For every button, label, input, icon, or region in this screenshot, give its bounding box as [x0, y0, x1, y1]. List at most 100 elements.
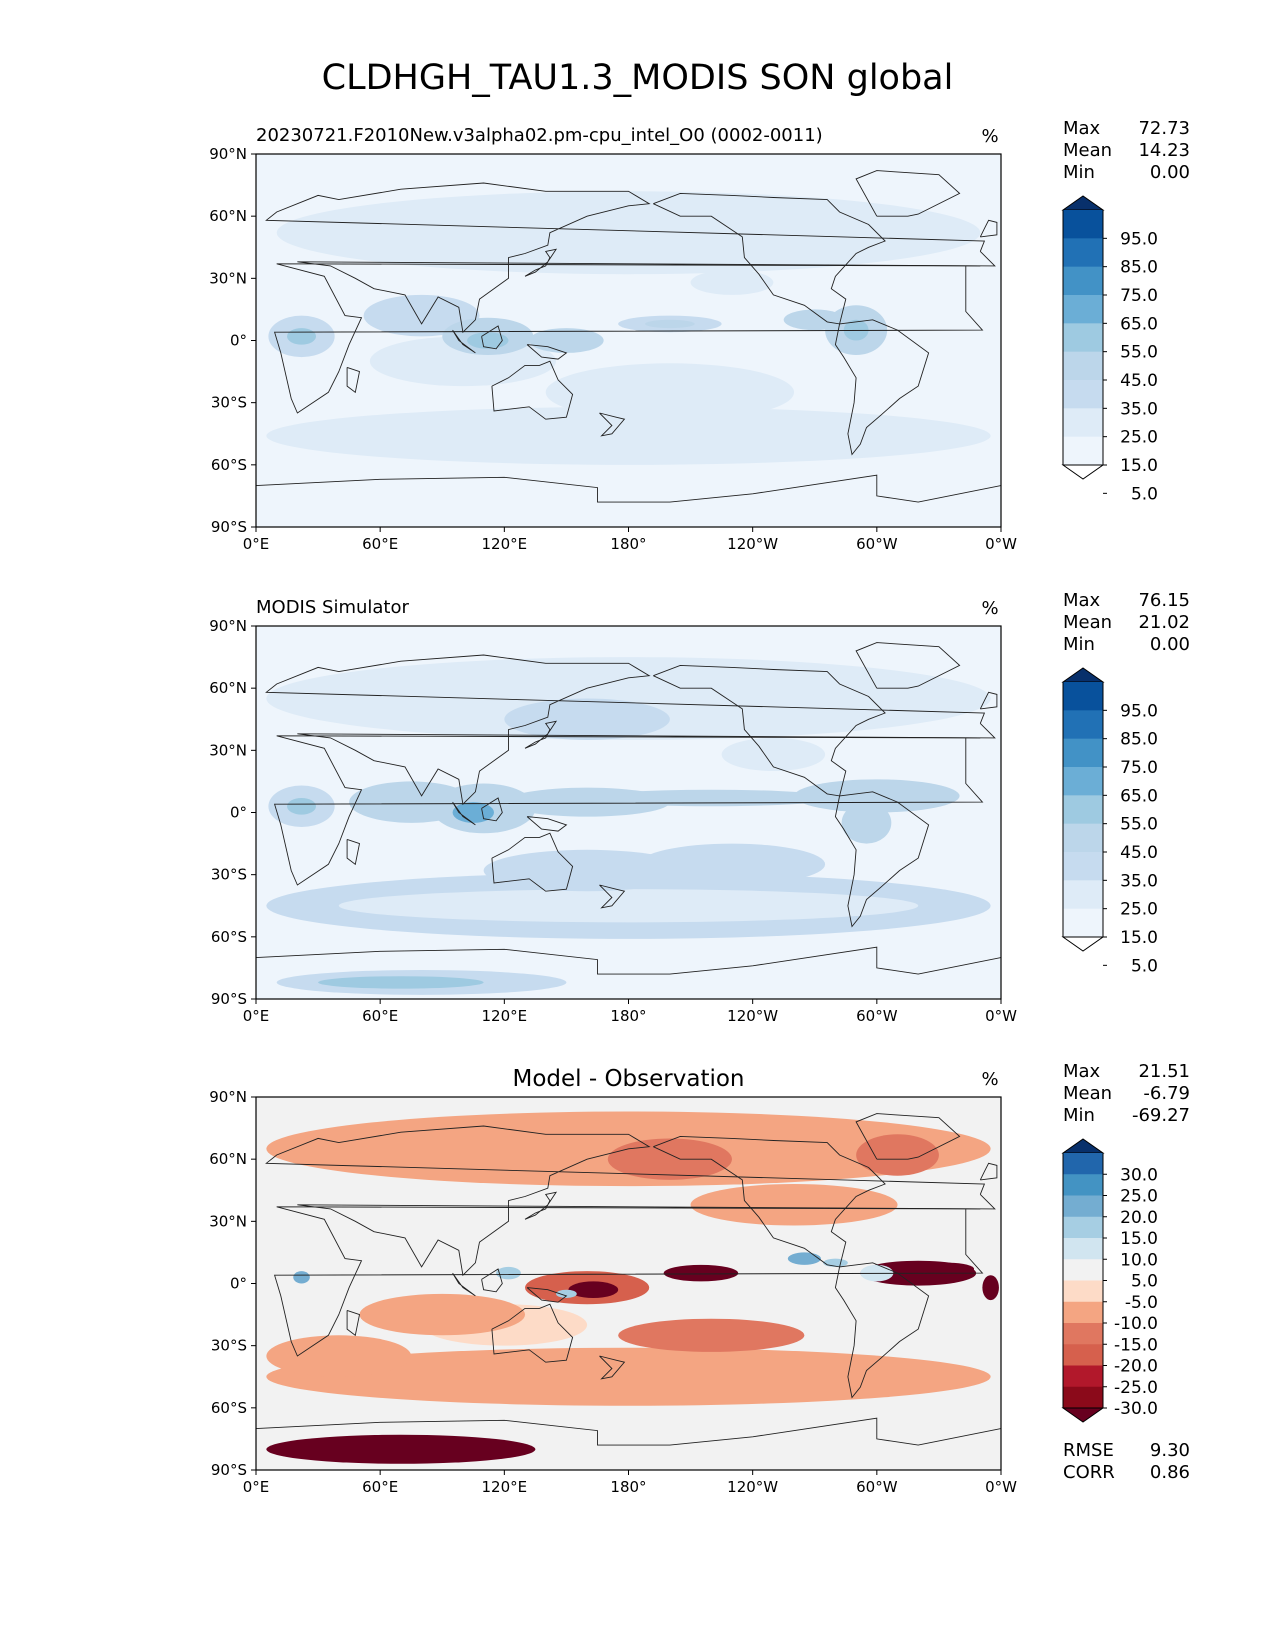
y-tick-label: 60°S — [211, 1399, 247, 1417]
colorbar-top-extend — [1061, 667, 1105, 683]
coastline — [452, 329, 476, 354]
x-tick-label: 60°E — [362, 1478, 398, 1496]
colorbar-label: 35.0 — [1120, 399, 1158, 419]
coastline — [481, 325, 503, 350]
colorbar-label: 95.0 — [1120, 229, 1158, 249]
coastline — [452, 801, 476, 826]
x-tick-label: 60°W — [856, 535, 898, 553]
field-blob — [982, 1275, 999, 1301]
coastline — [979, 691, 998, 710]
y-tick-label: 90°S — [211, 990, 247, 1008]
colorbar: 30.025.020.015.010.05.0-5.0-10.0-15.0-20… — [1061, 1138, 1158, 1423]
field-blob — [645, 319, 695, 329]
stat-value: 72.73 — [1138, 118, 1190, 139]
coastline — [452, 1272, 476, 1297]
stat-label: Mean — [1063, 1083, 1112, 1104]
panel-title: Model - Observation — [512, 1066, 744, 1092]
y-tick-label: 0° — [230, 332, 247, 350]
stat-value: 21.02 — [1138, 612, 1190, 633]
coastline — [256, 474, 1001, 503]
coastlines — [256, 642, 1001, 975]
coastline — [979, 219, 998, 238]
coastline — [265, 182, 996, 334]
x-tick-label: 120°E — [482, 1478, 528, 1496]
colorbar-bottom-extend — [1061, 1407, 1105, 1423]
field-blob — [587, 789, 836, 807]
colorbar-label: 5.0 — [1131, 484, 1158, 504]
colorbar-outline — [1062, 682, 1104, 937]
stat-label: CORR — [1063, 1462, 1115, 1483]
colorbar: 95.0 85.0 75.0 65.0 55.0 45.0 35.0 25.0 15.0 5.0 — [1061, 667, 1158, 976]
colorbar-segment — [1063, 408, 1103, 438]
coastline — [524, 720, 558, 749]
field-blob — [483, 849, 691, 892]
field-blob — [359, 1293, 526, 1336]
coastline — [481, 797, 503, 822]
coastline — [524, 1191, 558, 1220]
colorbar-segment — [1063, 1323, 1103, 1345]
field-blob — [856, 1134, 939, 1176]
stat-label: Min — [1063, 634, 1095, 655]
stat-label: RMSE — [1063, 1440, 1114, 1461]
x-tick-label: 0°E — [243, 1007, 270, 1025]
colorbar-segment — [1063, 852, 1103, 881]
colorbar-segment — [1063, 238, 1103, 268]
colorbar-label: 55.0 — [1120, 815, 1158, 835]
field-blob — [287, 328, 317, 345]
y-tick-label: 30°N — [209, 269, 247, 287]
field-blob — [318, 976, 484, 989]
field-blob — [467, 332, 509, 349]
x-tick-label: 60°W — [856, 1007, 898, 1025]
coastline — [653, 1135, 886, 1268]
y-tick-label: 90°N — [209, 617, 247, 635]
coastline — [526, 344, 568, 360]
colorbar-label: 25.0 — [1120, 900, 1158, 920]
colorbar-label: 5.0 — [1131, 1272, 1158, 1292]
stat-label: Mean — [1063, 612, 1112, 633]
colorbar-segment — [1063, 1153, 1103, 1175]
colorbar-segment — [1063, 1280, 1103, 1303]
stat-value: -6.79 — [1143, 1083, 1190, 1104]
stat-value: 9.30 — [1150, 1440, 1190, 1461]
stat-value: 76.15 — [1138, 590, 1190, 611]
field-blob — [266, 1335, 412, 1377]
x-tick-label: 120°E — [482, 1007, 528, 1025]
x-tick-label: 0°W — [985, 1478, 1017, 1496]
colorbar-label: -15.0 — [1114, 1335, 1158, 1355]
colorbar-label: 15.0 — [1120, 456, 1158, 476]
coastline — [599, 884, 626, 909]
field-blob — [618, 1318, 805, 1352]
field-difference — [256, 1097, 1001, 1470]
x-tick-label: 120°E — [482, 535, 528, 553]
colorbar-segment — [1063, 266, 1103, 296]
coastline — [256, 1417, 1001, 1446]
coastline — [346, 838, 361, 866]
y-tick-label: 30°N — [209, 741, 247, 759]
colorbar-label: 25.0 — [1120, 428, 1158, 448]
y-tick-label: 90°S — [211, 1461, 247, 1479]
x-tick-label: 180° — [610, 535, 646, 553]
coastline — [855, 1113, 961, 1160]
coastline — [979, 1162, 998, 1181]
x-tick-label: 120°W — [727, 535, 778, 553]
units-label: % — [981, 1069, 998, 1090]
coastline — [265, 654, 996, 806]
coastline — [491, 360, 574, 420]
coastline — [855, 170, 961, 217]
y-tick-label: 30°S — [211, 1337, 247, 1355]
coastline — [346, 366, 361, 394]
field-blob — [266, 1434, 536, 1464]
colorbar-label: 20.0 — [1120, 1208, 1158, 1228]
colorbar-segment — [1063, 1386, 1103, 1409]
coastline — [653, 664, 886, 797]
coastline — [526, 1287, 568, 1303]
coastline — [491, 832, 574, 892]
colorbar-segment — [1063, 295, 1103, 324]
coastline — [599, 412, 626, 437]
figure-title: CLDHGH_TAU1.3_MODIS SON global — [321, 58, 954, 98]
stat-label: Max — [1063, 1061, 1101, 1082]
y-tick-label: 0° — [230, 804, 247, 822]
panel-title: 20230721.F2010New.v3alpha02.pm-cpu_intel… — [256, 125, 823, 146]
x-tick-label: 120°W — [727, 1478, 778, 1496]
field-blob — [924, 1262, 975, 1276]
